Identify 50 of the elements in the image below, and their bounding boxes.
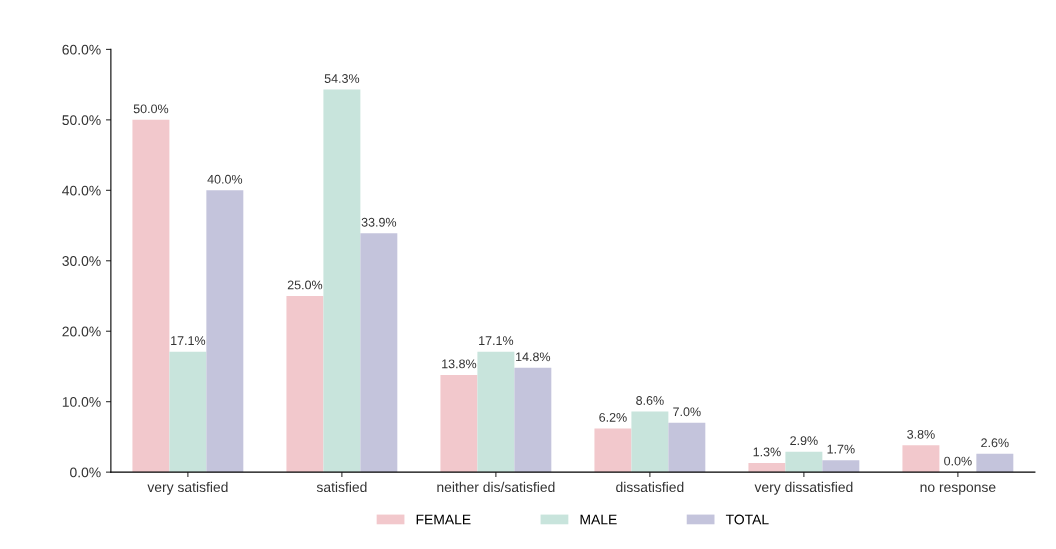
data-label: 50.0% [133,104,169,114]
data-label: 17.1% [171,336,206,345]
data-label: 17.1% [479,336,514,345]
bar [206,190,244,473]
data-label: 33.9% [361,217,397,227]
x-tick-label: very satisfied [147,481,228,495]
data-label: 14.8% [516,352,551,362]
data-label: 2.6% [981,438,1009,448]
x-tick-label: dissatisfied [616,481,684,493]
bar [822,460,860,473]
bar [631,411,669,473]
x-tick-label: no response [920,484,996,495]
data-label: 13.8% [442,359,477,369]
y-tick-label: 40.0% [62,185,101,196]
y-tick-label: 60.0% [62,44,101,55]
data-label: 8.6% [636,396,664,405]
y-tick-label: 20.0% [62,326,101,337]
legend-label: MALE [580,514,617,525]
bar [594,428,632,473]
y-tick-label: 0.0% [70,467,101,478]
data-label: 1.3% [753,447,781,457]
bar [440,374,478,473]
bar [668,422,706,473]
bar [169,351,207,473]
data-label: 1.7% [827,444,855,454]
data-label: 6.2% [599,412,627,422]
x-tick-label: very dissatisfied [754,481,853,495]
bar [785,451,823,473]
data-label: 3.8% [907,429,935,439]
bar [976,453,1014,473]
x-tick-label: neither dis/satisfied [437,481,555,493]
y-tick-label: 10.0% [62,397,101,407]
x-tick-label: satisfied [316,481,367,493]
y-tick-label: 50.0% [62,115,101,126]
bar [477,351,515,473]
bar [902,445,940,473]
bar [323,89,361,473]
legend-label: TOTAL [725,514,769,525]
bar [360,233,398,473]
data-label: 40.0% [207,174,243,184]
legend-label: FEMALE [416,514,471,525]
bar [514,367,552,473]
data-label: 2.9% [790,436,818,446]
y-tick-label: 30.0% [62,256,101,266]
data-label: 54.3% [324,74,360,83]
bar [132,119,170,473]
data-label: 7.0% [673,407,701,417]
data-label: 25.0% [287,280,323,290]
data-label: 0.0% [944,456,972,466]
bar [286,296,324,473]
